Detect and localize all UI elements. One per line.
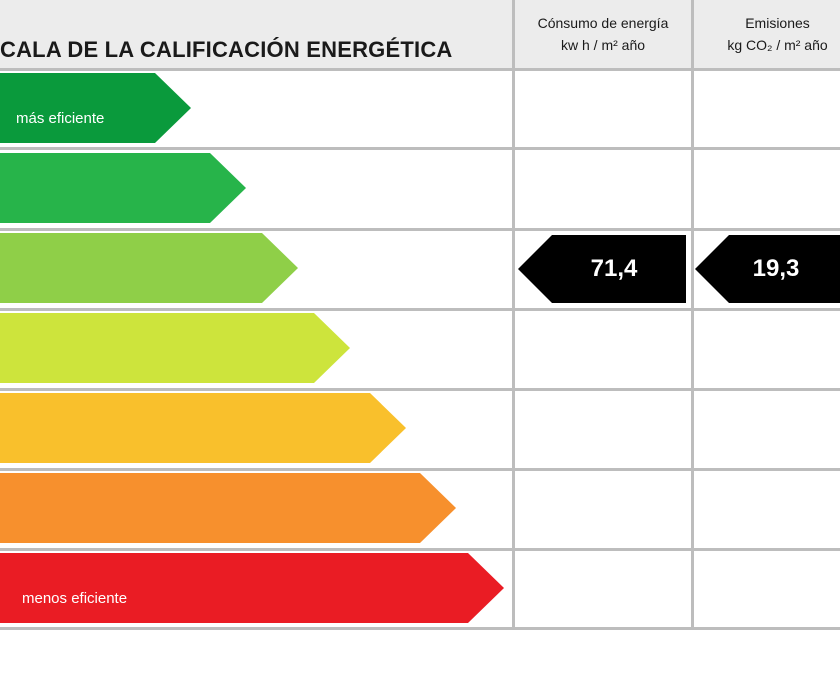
grid-line — [0, 308, 840, 311]
grid-line — [0, 627, 840, 630]
energy-class-e-arrow: E — [0, 393, 406, 525]
energy-class-b-arrow: B — [0, 153, 246, 285]
consumo-tag-shape — [518, 235, 686, 303]
energy-class-f-arrow: F — [0, 473, 456, 605]
class-sublabel: menos eficiente — [22, 590, 128, 607]
emisiones-header-line1: Emisiones — [745, 15, 810, 31]
energy-class-d-arrow: D — [0, 313, 350, 445]
class-arrow-shape — [0, 313, 350, 383]
grid-line — [0, 68, 840, 71]
grid-line — [0, 147, 840, 150]
grid-line — [0, 388, 840, 391]
consumo-header-line1: Cónsumo de energía — [537, 15, 669, 31]
class-letter: G — [0, 641, 20, 685]
consumo-rating-tag: 71,4 — [518, 235, 686, 303]
class-arrow-shape — [0, 73, 191, 143]
header-background — [0, 0, 840, 69]
column-divider — [512, 0, 515, 630]
consumo-header-unit: kw h / m² año — [560, 37, 646, 53]
grid-line — [0, 548, 840, 551]
class-arrow-shape — [0, 393, 406, 463]
class-arrow-shape — [0, 553, 504, 623]
class-arrow-shape — [0, 473, 456, 543]
grid-line — [0, 468, 840, 471]
emisiones-column-header: Emisiones kg CO₂ / m² año — [695, 12, 840, 56]
grid-line — [0, 228, 840, 231]
class-sublabel: más eficiente — [16, 110, 105, 127]
class-arrow-shape — [0, 233, 298, 303]
emisiones-header-unit: kg CO₂ / m² año — [727, 37, 828, 53]
energy-class-a-arrow: Amás eficiente — [0, 73, 191, 205]
column-divider — [691, 0, 694, 630]
emisiones-value: 19,3 — [752, 255, 800, 282]
emisiones-rating-tag: 19,3 — [695, 235, 840, 303]
consumo-column-header: Cónsumo de energía kw h / m² año — [515, 12, 691, 56]
consumo-value: 71,4 — [590, 255, 638, 282]
class-arrow-shape — [0, 153, 246, 223]
emisiones-tag-shape — [695, 235, 840, 303]
scale-title: CALA DE LA CALIFICACIÓN ENERGÉTICA — [0, 37, 453, 62]
energy-class-c-arrow: C — [0, 233, 298, 365]
